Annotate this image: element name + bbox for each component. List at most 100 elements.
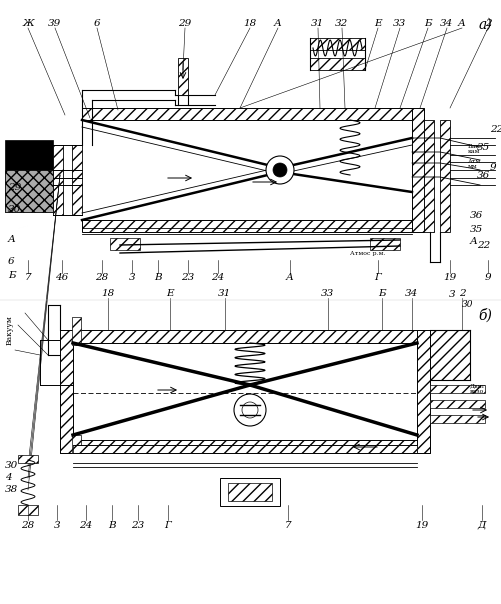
Text: 33: 33 [393, 19, 407, 28]
Text: 6: 6 [8, 257, 15, 266]
Text: В: В [108, 521, 116, 530]
Text: 30: 30 [5, 461, 18, 471]
Bar [73, 445, 417, 453]
Bar [18, 505, 38, 515]
Bar [60, 440, 430, 453]
Text: 23: 23 [131, 521, 145, 530]
Text: Г: Г [375, 274, 381, 283]
Text: 32: 32 [335, 19, 349, 28]
Text: 31: 31 [218, 289, 231, 298]
Text: 6: 6 [94, 19, 100, 28]
Bar [220, 478, 280, 506]
Text: 35: 35 [477, 144, 490, 152]
Text: Е: Е [166, 289, 174, 298]
Bar [18, 455, 38, 463]
Bar [430, 385, 485, 393]
Text: 22: 22 [490, 126, 501, 135]
Text: 19: 19 [443, 274, 456, 283]
Text: 30: 30 [8, 205, 21, 214]
Text: А: А [458, 19, 466, 28]
Text: Б: Б [378, 289, 386, 298]
Text: Б: Б [424, 19, 432, 28]
Text: 28: 28 [95, 274, 109, 283]
Bar [417, 330, 430, 453]
Text: 19: 19 [415, 521, 429, 530]
Text: Д: Д [478, 521, 486, 530]
Text: 39: 39 [49, 19, 62, 28]
Text: 2: 2 [484, 19, 491, 28]
Bar [228, 483, 272, 501]
Text: Двиг: Двиг [470, 383, 486, 388]
Text: мм: мм [468, 164, 478, 169]
Text: Е: Е [374, 19, 382, 28]
Text: 2: 2 [459, 289, 465, 298]
Text: А: А [8, 236, 16, 245]
Circle shape [234, 394, 266, 426]
Text: 31: 31 [312, 19, 325, 28]
Text: вазо: вазо [470, 389, 484, 394]
Bar [430, 400, 485, 408]
Text: Ж: Ж [22, 19, 34, 28]
Text: 7: 7 [285, 521, 291, 530]
Text: 24: 24 [79, 521, 93, 530]
Text: А: А [286, 274, 294, 283]
Bar [72, 317, 81, 345]
Text: 29: 29 [8, 184, 21, 193]
Bar [424, 120, 434, 232]
Bar [178, 58, 188, 95]
Text: 22: 22 [477, 240, 490, 249]
Text: 4: 4 [5, 474, 12, 483]
Bar [310, 38, 365, 50]
Text: 3: 3 [54, 521, 60, 530]
Text: а): а) [478, 18, 492, 32]
Text: 36: 36 [470, 211, 483, 220]
Bar [440, 120, 450, 232]
Text: Вак: Вак [468, 144, 480, 149]
Bar [370, 238, 400, 250]
Bar [53, 145, 63, 215]
Text: Атм: Атм [468, 159, 481, 164]
Text: 18: 18 [243, 19, 257, 28]
Text: 46: 46 [56, 274, 69, 283]
Bar [5, 140, 53, 212]
Text: Б: Б [8, 271, 16, 280]
Text: 36: 36 [477, 170, 490, 179]
Text: Атмос р.м.: Атмос р.м. [350, 251, 385, 256]
Text: 33: 33 [321, 289, 335, 298]
Bar [430, 415, 485, 423]
Text: б): б) [478, 308, 492, 323]
Text: 24: 24 [211, 274, 224, 283]
Text: 7: 7 [25, 274, 31, 283]
Bar [310, 58, 365, 70]
Text: 34: 34 [405, 289, 419, 298]
Text: А: А [470, 237, 478, 246]
Text: Вакуум: Вакуум [6, 315, 14, 345]
Text: 34: 34 [440, 19, 453, 28]
Text: 28: 28 [22, 521, 35, 530]
Text: 29: 29 [178, 19, 191, 28]
Text: 3: 3 [449, 290, 455, 299]
Circle shape [266, 156, 294, 184]
Text: В: В [154, 274, 162, 283]
Text: кам: кам [468, 149, 480, 154]
Text: 38: 38 [5, 486, 18, 495]
Bar [82, 220, 412, 232]
Bar [430, 330, 470, 380]
Text: 23: 23 [181, 274, 194, 283]
Circle shape [273, 163, 287, 177]
Text: Г: Г [164, 521, 171, 530]
Bar [5, 170, 53, 212]
Bar [72, 435, 81, 453]
Text: 30: 30 [462, 300, 473, 309]
Text: А: А [274, 19, 282, 28]
Bar [60, 330, 430, 343]
Bar [60, 330, 73, 453]
Circle shape [242, 402, 258, 418]
Text: 18: 18 [101, 289, 115, 298]
Text: 9: 9 [490, 164, 496, 173]
Bar [412, 108, 424, 232]
Bar [82, 108, 412, 120]
Bar [72, 145, 82, 215]
Text: 35: 35 [470, 225, 483, 234]
Text: 3: 3 [129, 274, 135, 283]
